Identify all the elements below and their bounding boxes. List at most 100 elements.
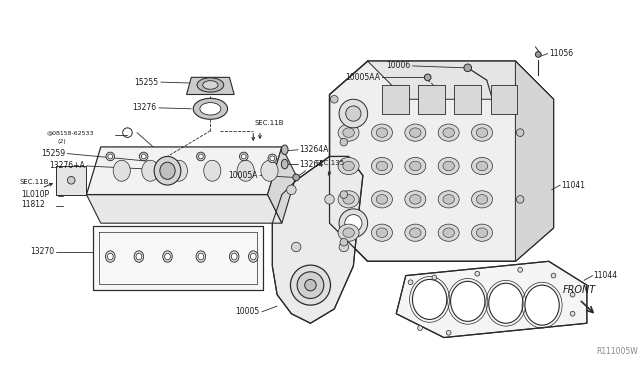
Text: R111005W: R111005W (596, 347, 638, 356)
Polygon shape (454, 85, 481, 113)
Text: SEC.135: SEC.135 (316, 160, 344, 166)
Ellipse shape (405, 157, 426, 174)
Ellipse shape (432, 275, 436, 280)
Ellipse shape (438, 224, 459, 241)
Ellipse shape (160, 162, 175, 179)
Ellipse shape (376, 228, 388, 237)
Ellipse shape (570, 292, 575, 297)
Ellipse shape (241, 154, 246, 159)
Ellipse shape (339, 209, 367, 237)
Ellipse shape (472, 157, 493, 174)
Ellipse shape (268, 154, 276, 163)
Text: 13264: 13264 (299, 160, 323, 169)
Ellipse shape (371, 124, 392, 141)
Ellipse shape (405, 124, 426, 141)
Polygon shape (86, 147, 282, 195)
Ellipse shape (305, 279, 316, 291)
Text: 15255: 15255 (134, 78, 158, 87)
Ellipse shape (343, 195, 355, 204)
Ellipse shape (536, 52, 541, 57)
Text: FRONT: FRONT (563, 285, 596, 295)
Text: 11041: 11041 (561, 180, 585, 190)
Ellipse shape (472, 191, 493, 208)
Ellipse shape (410, 161, 421, 171)
Ellipse shape (371, 191, 392, 208)
Ellipse shape (106, 251, 115, 262)
Ellipse shape (516, 196, 524, 203)
Ellipse shape (204, 160, 221, 181)
Ellipse shape (376, 128, 388, 137)
Polygon shape (396, 261, 587, 337)
Ellipse shape (67, 176, 75, 184)
Ellipse shape (464, 64, 472, 72)
Ellipse shape (476, 228, 488, 237)
Ellipse shape (198, 253, 204, 260)
Ellipse shape (451, 281, 485, 321)
Ellipse shape (371, 157, 392, 174)
Ellipse shape (324, 195, 334, 204)
Ellipse shape (141, 154, 146, 159)
Ellipse shape (164, 253, 170, 260)
Ellipse shape (340, 238, 348, 246)
Ellipse shape (376, 161, 388, 171)
Ellipse shape (293, 174, 300, 181)
Ellipse shape (438, 191, 459, 208)
Ellipse shape (424, 74, 431, 81)
Text: 11056: 11056 (548, 49, 573, 58)
Ellipse shape (291, 242, 301, 252)
Text: 10005A: 10005A (228, 171, 258, 180)
Text: (2): (2) (58, 139, 67, 144)
Ellipse shape (291, 265, 330, 305)
Ellipse shape (405, 191, 426, 208)
Ellipse shape (476, 195, 488, 204)
Ellipse shape (330, 96, 338, 103)
Ellipse shape (516, 129, 524, 137)
Ellipse shape (134, 251, 143, 262)
Ellipse shape (438, 124, 459, 141)
Ellipse shape (410, 195, 421, 204)
Ellipse shape (198, 154, 204, 159)
Polygon shape (86, 195, 282, 223)
Text: SEC.11B: SEC.11B (20, 179, 49, 185)
Ellipse shape (106, 152, 115, 161)
Ellipse shape (297, 272, 324, 298)
Polygon shape (382, 85, 408, 113)
Text: @08158-62533: @08158-62533 (47, 130, 94, 135)
Ellipse shape (371, 224, 392, 241)
Ellipse shape (343, 228, 355, 237)
Polygon shape (93, 226, 263, 290)
Ellipse shape (443, 195, 454, 204)
Ellipse shape (345, 215, 362, 232)
Ellipse shape (343, 128, 355, 137)
Ellipse shape (408, 280, 413, 285)
Ellipse shape (343, 161, 355, 171)
Ellipse shape (446, 330, 451, 335)
Ellipse shape (443, 161, 454, 171)
Ellipse shape (197, 78, 224, 92)
Polygon shape (268, 147, 296, 223)
Ellipse shape (472, 224, 493, 241)
Ellipse shape (282, 145, 288, 154)
Text: 13264A: 13264A (299, 145, 328, 154)
Ellipse shape (141, 160, 159, 181)
Ellipse shape (261, 160, 278, 181)
Text: 13270: 13270 (30, 247, 54, 256)
Ellipse shape (230, 251, 239, 262)
Ellipse shape (136, 253, 141, 260)
Ellipse shape (231, 253, 237, 260)
Ellipse shape (163, 251, 172, 262)
Ellipse shape (193, 98, 228, 119)
Ellipse shape (170, 160, 188, 181)
Ellipse shape (338, 191, 359, 208)
Ellipse shape (108, 253, 113, 260)
Ellipse shape (438, 157, 459, 174)
Text: 10006: 10006 (387, 61, 410, 70)
Ellipse shape (376, 195, 388, 204)
Text: 1L010P: 1L010P (22, 190, 50, 199)
Ellipse shape (476, 128, 488, 137)
Text: 13276: 13276 (132, 103, 156, 112)
Text: 11812: 11812 (22, 200, 45, 209)
Ellipse shape (250, 253, 256, 260)
Ellipse shape (475, 271, 479, 276)
Ellipse shape (472, 124, 493, 141)
